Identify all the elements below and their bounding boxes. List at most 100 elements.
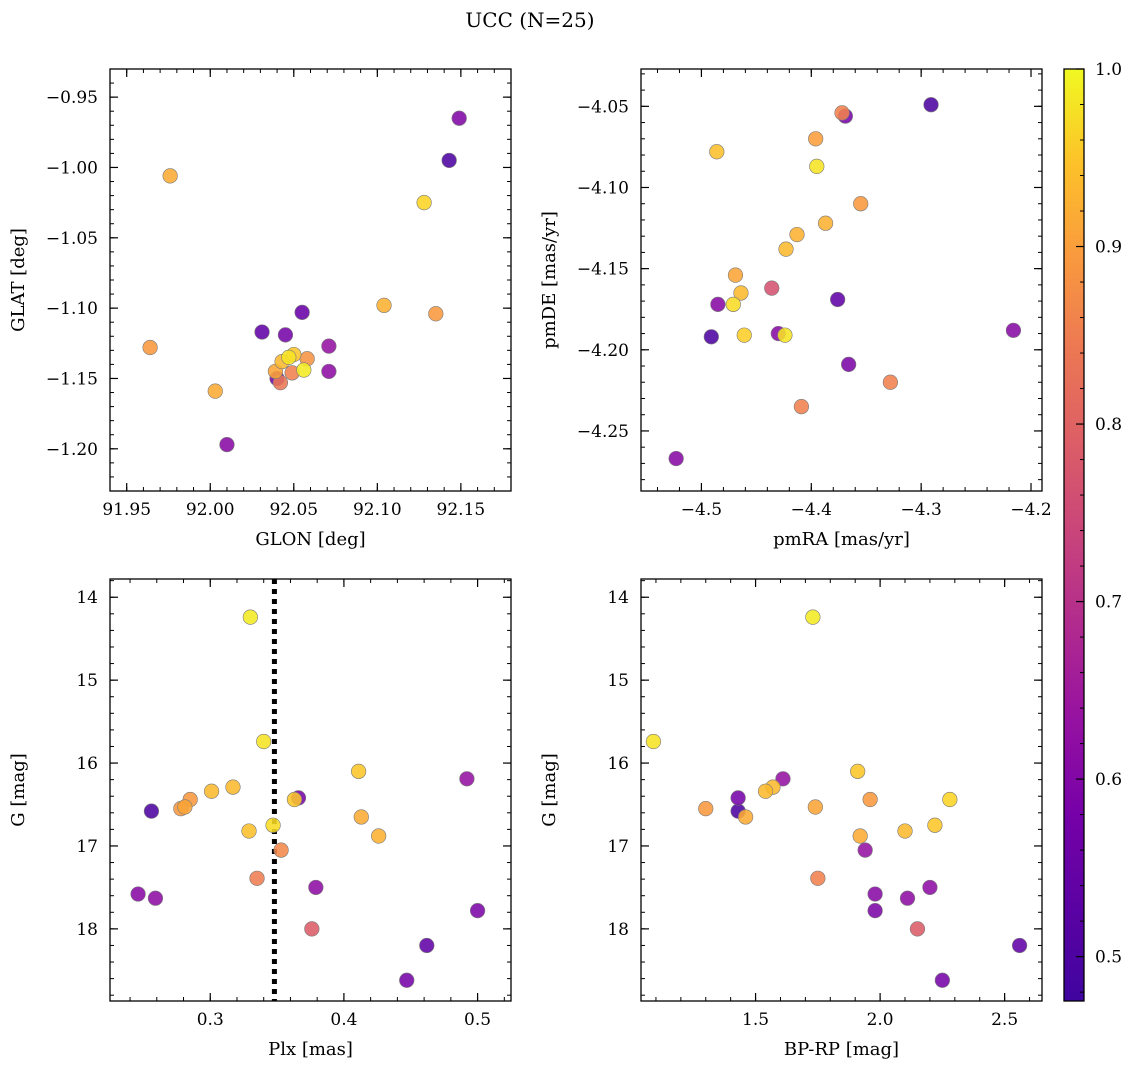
- data-point: [304, 921, 320, 937]
- data-point: [441, 152, 457, 169]
- data-point: [459, 771, 475, 787]
- data-point: [249, 870, 265, 886]
- panels-group: 91.95 92.00 92.05 92.10 92.15 −0.95 −1.00 −1.05…: [8, 68, 1052, 1060]
- y-tick-label: −1.10: [46, 299, 98, 319]
- y-tick-label: −1.20: [46, 440, 98, 460]
- colorbar-tick-label: 0.6: [1095, 770, 1122, 790]
- data-point: [789, 226, 805, 243]
- data-point: [286, 791, 303, 808]
- data-point: [265, 817, 281, 833]
- data-point: [351, 763, 367, 779]
- data-point: [733, 285, 749, 301]
- data-point: [1011, 937, 1028, 954]
- data-point: [710, 296, 726, 312]
- data-point: [698, 801, 714, 817]
- x-tick-label: −4.5: [681, 500, 722, 520]
- x-tick-label: −4.2: [1010, 500, 1051, 520]
- axes-frame: [109, 578, 512, 1002]
- data-point: [469, 903, 486, 919]
- plot-background: [110, 69, 511, 491]
- y-tick-label: −4.05: [577, 97, 629, 117]
- data-point: [177, 799, 193, 815]
- x-axis-label: pmRA [mas/yr]: [773, 529, 910, 550]
- data-point: [225, 779, 241, 795]
- data-point: [882, 374, 898, 390]
- data-point: [867, 886, 883, 902]
- data-point: [273, 842, 289, 858]
- data-point: [857, 842, 873, 858]
- data-point: [777, 327, 793, 343]
- colorbar-tick-label: 0.8: [1095, 415, 1122, 435]
- y-tick-label: −0.95: [46, 88, 98, 108]
- x-tick-label: 92.00: [186, 500, 235, 520]
- panel-1: 91.95 92.00 92.05 92.10 92.15 −0.95 −1.00 −1.05…: [8, 68, 512, 550]
- data-point: [142, 339, 158, 356]
- data-point: [810, 870, 826, 886]
- plot-background: [641, 579, 1042, 1001]
- y-tick-label: 18: [607, 920, 629, 940]
- colorbar-tick-label: 1.0: [1095, 60, 1122, 80]
- y-tick-label: −4.20: [577, 341, 629, 361]
- y-tick-label: 14: [76, 588, 98, 608]
- panel-3: 0.3 0.4 0.5 14 15 16 17 18 Plx [mas] G [mag]: [8, 578, 512, 1060]
- data-point: [296, 362, 312, 378]
- data-point: [645, 733, 662, 750]
- x-tick-label: 0.4: [330, 1010, 357, 1030]
- data-point: [241, 823, 257, 839]
- x-tick-label: 92.10: [353, 500, 402, 520]
- data-point: [277, 327, 294, 343]
- data-point: [419, 937, 435, 954]
- x-tick-label: 92.05: [269, 500, 318, 520]
- data-point: [371, 828, 387, 844]
- y-tick-label: 16: [607, 754, 629, 774]
- data-point: [451, 110, 467, 126]
- data-point: [416, 195, 432, 211]
- data-point: [834, 105, 850, 121]
- colorbar-tick-label: 0.9: [1095, 238, 1122, 258]
- plot-background: [110, 579, 511, 1001]
- y-tick-label: 17: [76, 837, 98, 857]
- colorbar-tick-label: 0.5: [1095, 948, 1122, 968]
- y-tick-label: −4.15: [577, 260, 629, 280]
- data-point: [841, 356, 857, 373]
- data-point: [775, 771, 791, 787]
- data-point: [428, 306, 444, 322]
- y-tick-label: −1.00: [46, 158, 98, 178]
- data-point: [809, 158, 825, 174]
- data-point: [830, 291, 846, 308]
- data-point: [807, 799, 823, 815]
- data-point: [850, 763, 866, 779]
- data-point: [852, 828, 868, 844]
- data-point: [738, 809, 754, 825]
- data-point: [923, 97, 939, 113]
- axes-frame: [109, 68, 512, 492]
- data-point: [909, 921, 926, 937]
- data-point: [867, 903, 883, 919]
- data-point: [207, 383, 223, 399]
- y-tick-label: 18: [76, 920, 98, 940]
- panel-4: 1.5 2.0 2.5 14 15 16 17 18 BP-RP [mag] G [mag]: [539, 578, 1043, 1060]
- data-point: [805, 609, 821, 625]
- y-tick-label: −4.25: [577, 422, 629, 442]
- y-tick-label: 15: [607, 671, 629, 691]
- data-point: [256, 733, 272, 750]
- y-axis-label: G [mag]: [539, 753, 560, 826]
- colorbar-frame: [1063, 68, 1085, 1002]
- data-point: [143, 803, 160, 819]
- data-point: [862, 791, 878, 808]
- data-point: [703, 329, 719, 345]
- data-point: [730, 790, 746, 806]
- data-point: [147, 890, 164, 906]
- x-tick-label: −4.3: [901, 500, 942, 520]
- x-tick-label: 91.95: [102, 500, 151, 520]
- axes-frame: [640, 578, 1043, 1002]
- data-point: [778, 241, 794, 257]
- figure-title: UCC (N=25): [465, 8, 594, 32]
- data-point: [353, 809, 369, 825]
- data-point: [254, 324, 270, 340]
- data-point: [242, 609, 258, 625]
- colorbar: 0.5 0.6 0.7 0.8 0.9 1.0: [1063, 60, 1122, 1002]
- data-point: [1005, 322, 1022, 338]
- y-tick-label: −1.05: [46, 229, 98, 249]
- data-point: [817, 215, 834, 231]
